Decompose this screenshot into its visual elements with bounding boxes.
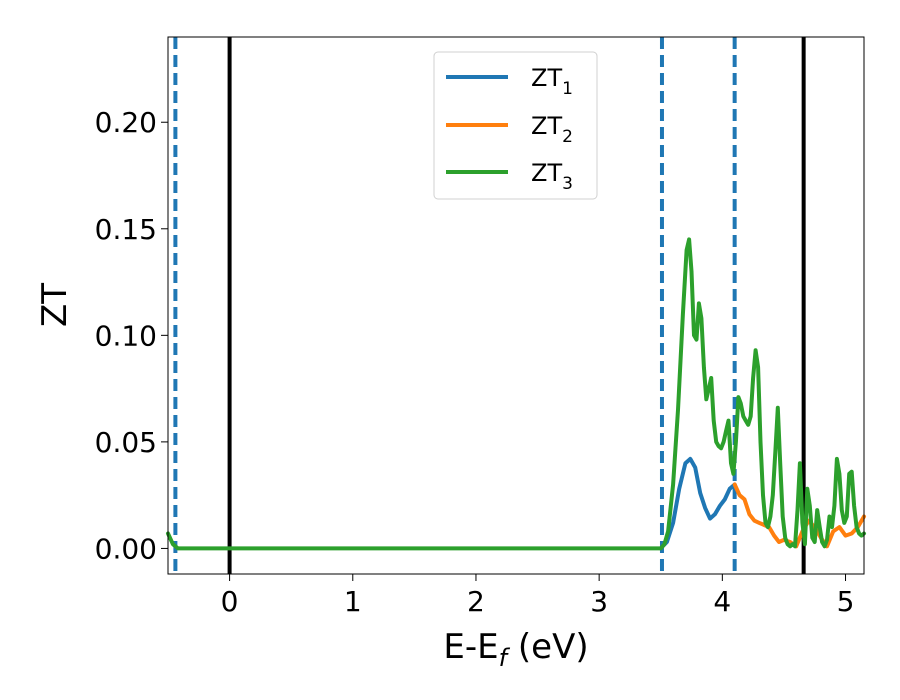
x-tick-label: 2 bbox=[467, 585, 485, 618]
y-axis: 0.00 0.05 0.10 0.15 0.20 bbox=[95, 106, 168, 565]
y-tick-label: 0.10 bbox=[95, 319, 157, 352]
legend-frame bbox=[433, 51, 598, 200]
x-axis-title-main: E-E bbox=[443, 627, 498, 667]
y-tick-label: 0.00 bbox=[95, 532, 157, 565]
plot-frame bbox=[167, 36, 865, 575]
series-line-zt3 bbox=[166, 237, 866, 551]
series-line-zt1 bbox=[658, 456, 737, 551]
series-lines bbox=[166, 237, 866, 551]
x-tick-label: 5 bbox=[837, 585, 855, 618]
y-tick-label: 0.20 bbox=[95, 106, 157, 139]
x-tick-label: 4 bbox=[713, 585, 731, 618]
x-axis: 0 1 2 3 4 5 bbox=[221, 574, 855, 618]
legend-label-zt3: ZT3 bbox=[531, 159, 573, 194]
x-tick-label: 1 bbox=[344, 585, 362, 618]
x-axis-title: E-Ef (eV) bbox=[443, 627, 588, 672]
legend-label-zt1: ZT1 bbox=[531, 64, 573, 99]
x-tick-label: 0 bbox=[221, 585, 239, 618]
y-tick-label: 0.15 bbox=[95, 213, 157, 246]
y-axis-title: ZT bbox=[35, 283, 75, 327]
x-tick-label: 3 bbox=[590, 585, 608, 618]
legend: ZT1 ZT2 ZT3 bbox=[433, 51, 598, 200]
reference-lines bbox=[173, 37, 806, 574]
x-axis-title-tail: (eV) bbox=[507, 627, 589, 667]
y-tick-label: 0.05 bbox=[95, 426, 157, 459]
legend-label-zt2: ZT2 bbox=[531, 112, 573, 147]
